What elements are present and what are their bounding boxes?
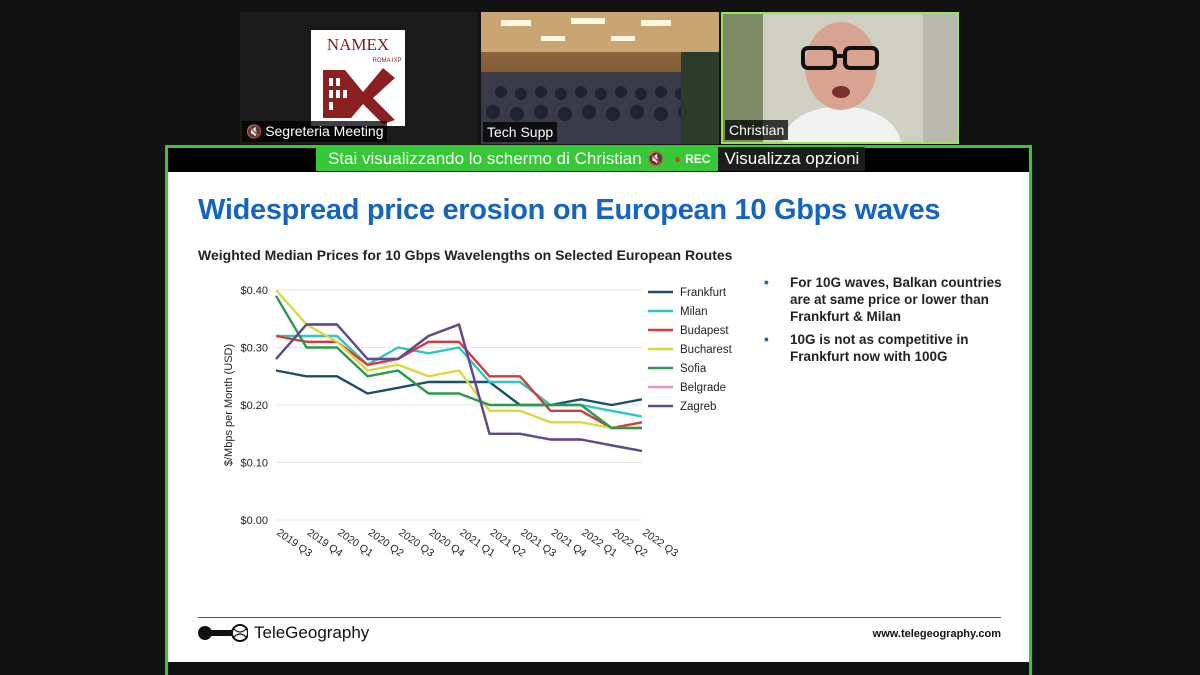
- price-line-chart: $0.00 $0.10 $0.20 $0.30 $0.40 $/Mbps per Mont…: [223, 285, 733, 560]
- mic-muted-icon: 🔇: [647, 151, 664, 166]
- telegeography-logo: TeleGeography: [198, 623, 369, 643]
- participant-tile-segreteria[interactable]: NAMEX ROMA IXP 🔇 Segreteria Meeting: [240, 12, 478, 144]
- chart-subtitle: Weighted Median Prices for 10 Gbps Wavel…: [198, 247, 733, 263]
- y-axis-label: $/Mbps per Month (USD): [223, 344, 235, 466]
- participant-tile-tech-supp[interactable]: Tech Supp: [481, 12, 719, 144]
- series-line-zagreb: [275, 323, 643, 453]
- y-tick-label: $0.10: [240, 458, 268, 470]
- conference-room-video: [481, 12, 719, 144]
- legend-label-bucharest: Bucharest: [680, 344, 733, 356]
- bullet-icon: •: [764, 332, 769, 347]
- series-line-bucharest: [275, 289, 642, 430]
- slide-bullets: • For 10G waves, Balkan countries are at…: [764, 274, 1014, 371]
- participant-name: 🔇 Segreteria Meeting: [242, 121, 388, 142]
- legend-label-belgrade: Belgrade: [680, 382, 726, 394]
- rec-dot-icon: ●: [673, 152, 682, 166]
- presentation-slide: Widespread price erosion on European 10 …: [168, 172, 1029, 662]
- share-message: Stai visualizzando lo schermo di Christi…: [328, 149, 642, 168]
- namex-logo: NAMEX ROMA IXP: [311, 30, 405, 126]
- participant-name: Tech Supp: [483, 122, 558, 142]
- legend-label-frankfurt: Frankfurt: [680, 287, 727, 299]
- share-status: Stai visualizzando lo schermo di Christi…: [316, 147, 719, 171]
- mic-muted-icon: 🔇: [246, 124, 263, 139]
- cable-icon: [198, 624, 248, 642]
- participant-tile-christian[interactable]: Christian: [721, 12, 959, 144]
- y-tick-label: $0.30: [240, 343, 268, 355]
- bullet-icon: •: [764, 275, 769, 290]
- namex-logo-subtext: ROMA IXP: [372, 58, 401, 64]
- bullet-item: • For 10G waves, Balkan countries are at…: [764, 275, 1002, 324]
- y-tick-label: $0.00: [240, 515, 268, 527]
- slide-title: Widespread price erosion on European 10 …: [198, 194, 941, 226]
- namex-logo-text: NAMEX: [327, 35, 389, 54]
- bullet-item: • 10G is not as competitive in Frankfurt…: [764, 332, 969, 364]
- rec-indicator: ● REC: [673, 152, 711, 166]
- y-tick-label: $0.20: [240, 400, 268, 412]
- legend-label-zagreb: Zagreb: [680, 401, 716, 413]
- legend-label-milan: Milan: [680, 306, 707, 318]
- participant-name: Christian: [725, 120, 789, 140]
- legend-label-sofia: Sofia: [680, 363, 707, 375]
- screen-share-banner: Stai visualizzando lo schermo di Christi…: [316, 147, 866, 171]
- bottom-strip: [168, 662, 1029, 675]
- y-tick-label: $0.40: [240, 285, 268, 297]
- footer-divider: [198, 617, 1001, 618]
- legend-label-budapest: Budapest: [680, 325, 729, 337]
- footer-brand: TeleGeography: [254, 623, 370, 642]
- x-tick-label: 2022 Q3: [640, 527, 680, 560]
- view-options-button[interactable]: Visualizza opzioni: [718, 147, 866, 171]
- footer-url: www.telegeography.com: [872, 628, 1001, 640]
- series-line-sofia: [274, 295, 642, 430]
- series-line-frankfurt: [275, 369, 643, 407]
